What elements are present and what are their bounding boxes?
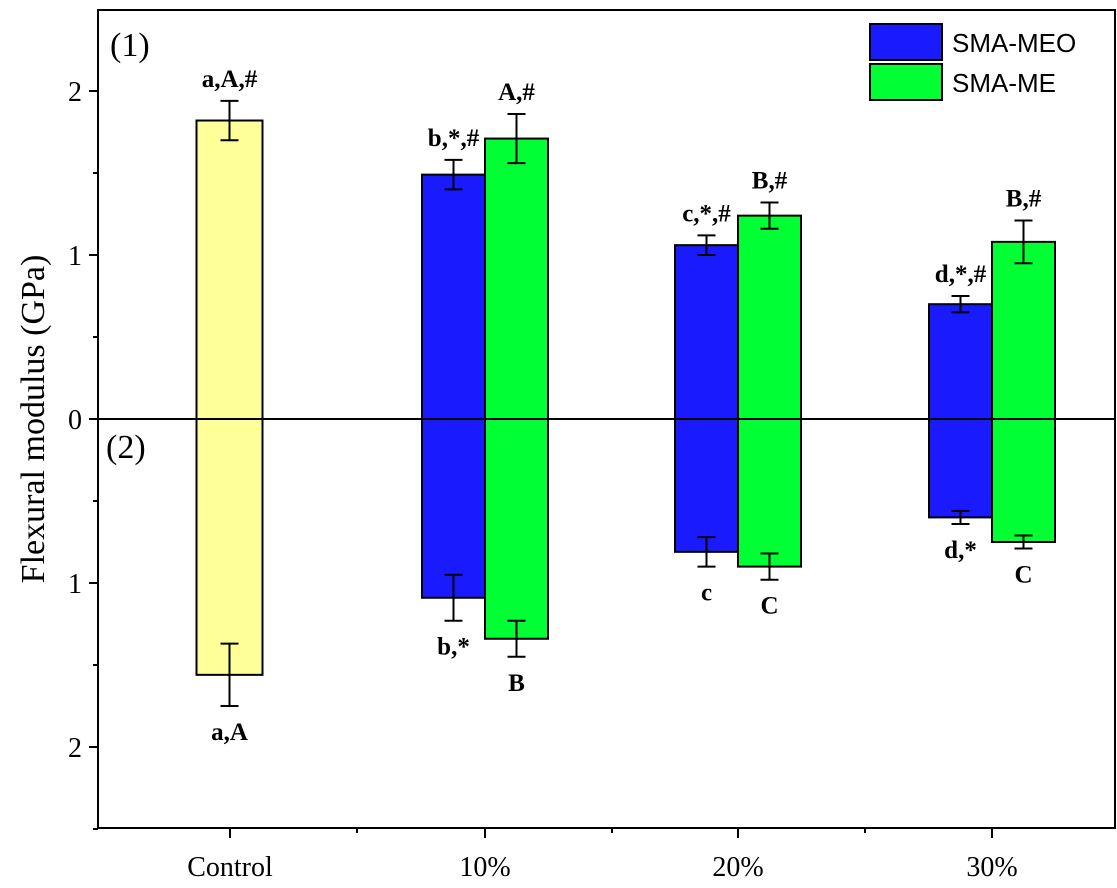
annotations-layer: a,A,# b,*,# A,# c,*,# B,# d,*,# B,# a,A b,* Bc Cd,… <box>202 66 1042 746</box>
bar-sma-meo-panel1 <box>674 244 739 420</box>
y-tick-label: 0 <box>68 405 82 436</box>
bar-control-panel1 <box>195 119 264 421</box>
bar-sma-me-panel2 <box>991 418 1056 543</box>
bar-annotation: c <box>701 580 712 607</box>
legend: SMA-MEO SMA-ME <box>869 23 1076 101</box>
error-bars-layer <box>220 99 1033 707</box>
legend-label-sma-me: SMA-ME <box>952 68 1056 98</box>
axis-ticks: 0 1 2 1 2 Control 10% 20% 30% <box>68 77 1018 883</box>
bar-annotation: a,A,# <box>202 66 258 93</box>
bar-sma-me-panel1 <box>484 137 549 420</box>
bar-sma-me-panel1 <box>737 214 802 420</box>
bar-annotation: d,*,# <box>935 261 987 288</box>
bar-sma-meo-panel2 <box>928 418 993 519</box>
bar-annotation: c,*,# <box>682 200 731 227</box>
bar-control-panel2 <box>195 418 264 676</box>
bar-sma-meo-panel2 <box>421 418 486 599</box>
y-tick-label: 2 <box>68 733 82 764</box>
bar-annotation: B,# <box>752 168 788 195</box>
bar-annotation: d,* <box>944 537 977 564</box>
y-tick-label: 2 <box>68 77 82 108</box>
bar-sma-me-panel2 <box>484 418 549 640</box>
bars-layer <box>195 119 1056 676</box>
y-tick-label: 1 <box>68 569 82 600</box>
y-tick-label: 1 <box>68 241 82 272</box>
bar-annotation: C <box>1014 562 1032 589</box>
x-tick-label: 10% <box>459 852 510 883</box>
panel-label-bottom: (2) <box>106 429 146 466</box>
bar-sma-me-panel2 <box>737 418 802 568</box>
bar-annotation: B <box>508 670 525 697</box>
legend-label-sma-meo: SMA-MEO <box>952 28 1076 58</box>
y-axis-title: Flexural modulus (GPa) <box>15 255 52 584</box>
bar-annotation: A,# <box>498 79 535 106</box>
bar-sma-meo-panel1 <box>421 173 486 420</box>
bar-annotation: C <box>760 593 778 620</box>
legend-swatch-sma-me <box>869 63 943 101</box>
bar-annotation: a,A <box>211 719 248 746</box>
bar-sma-meo-panel2 <box>674 418 739 553</box>
bar-annotation: B,# <box>1006 186 1042 213</box>
x-tick-label: Control <box>187 852 273 883</box>
bar-sma-meo-panel1 <box>928 303 993 421</box>
bar-annotation: b,*,# <box>428 125 480 152</box>
bar-annotation: b,* <box>437 634 470 661</box>
bar-sma-me-panel1 <box>991 240 1056 420</box>
x-tick-label: 30% <box>966 852 1017 883</box>
legend-swatch-sma-meo <box>869 23 943 61</box>
panel-label-top: (1) <box>110 27 150 64</box>
x-tick-label: 20% <box>712 852 763 883</box>
